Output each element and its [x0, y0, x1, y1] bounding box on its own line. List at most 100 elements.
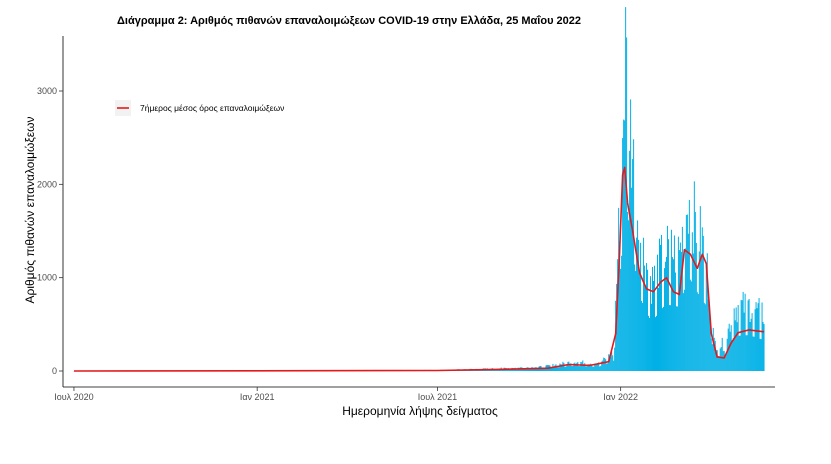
daily-bar [712, 327, 714, 371]
daily-bar [676, 306, 678, 371]
daily-bar [560, 364, 562, 371]
daily-bar [565, 366, 567, 371]
daily-bar [639, 269, 641, 371]
daily-bar [724, 354, 726, 371]
daily-bar [665, 256, 667, 371]
daily-bar [732, 338, 734, 371]
daily-bar [614, 347, 616, 371]
daily-bar [635, 270, 637, 371]
daily-bar [619, 241, 621, 371]
daily-bar [528, 368, 530, 371]
daily-bar [661, 308, 663, 371]
daily-bar [583, 364, 585, 371]
daily-bar [660, 234, 662, 371]
daily-bar [590, 363, 592, 371]
daily-bar [684, 248, 686, 371]
daily-bar [557, 367, 559, 371]
daily-bar [707, 299, 709, 371]
daily-bar [578, 366, 580, 371]
daily-bar [640, 242, 642, 371]
daily-bar [749, 321, 751, 371]
daily-bar [739, 335, 741, 371]
daily-bar [646, 263, 648, 371]
daily-bar [603, 357, 605, 371]
x-tick-label: Ιαν 2021 [240, 392, 275, 402]
daily-bar [693, 181, 695, 371]
daily-bar [715, 350, 717, 371]
daily-bar [708, 305, 710, 371]
daily-bar [543, 368, 545, 371]
daily-bar [752, 336, 754, 371]
chart-title: Διάγραμμα 2: Αριθμός πιθανών επαναλοιμώξ… [117, 15, 581, 27]
daily-bar [722, 351, 724, 371]
daily-bar [604, 358, 606, 371]
daily-bar [609, 355, 611, 371]
daily-bar [571, 366, 573, 371]
daily-bar [763, 324, 765, 371]
legend-label: 7ήμερος μέσος όρος επαναλοιμώξεων [140, 103, 284, 113]
daily-bar [656, 315, 657, 371]
daily-bar [509, 369, 511, 371]
daily-bar [757, 303, 759, 371]
daily-bar [748, 298, 750, 371]
daily-bar [709, 318, 711, 371]
daily-bar [555, 364, 557, 371]
daily-bar [653, 280, 655, 371]
daily-bar [672, 259, 674, 371]
daily-bar [634, 264, 636, 371]
daily-bar [670, 229, 672, 371]
daily-bar [586, 366, 588, 371]
daily-bar [587, 364, 589, 371]
daily-bar [746, 335, 748, 371]
daily-bar [594, 363, 596, 371]
daily-bar [729, 331, 731, 371]
daily-bar [612, 355, 614, 371]
daily-bar [559, 363, 561, 371]
x-tick-label: Ιαν 2022 [603, 392, 638, 402]
daily-bar [711, 344, 713, 371]
daily-bar [618, 207, 620, 371]
daily-bar [723, 351, 725, 371]
daily-bar [556, 365, 558, 371]
daily-bar [674, 272, 676, 371]
daily-bar [682, 293, 684, 371]
daily-bar [627, 212, 629, 371]
daily-bar [702, 235, 704, 371]
daily-bar [602, 360, 604, 371]
daily-bar [605, 359, 607, 371]
daily-bar [651, 303, 653, 371]
daily-bar [501, 369, 503, 371]
daily-bar [750, 318, 752, 371]
daily-bar [542, 367, 544, 371]
daily-bar [718, 356, 720, 371]
daily-bar [688, 199, 690, 371]
daily-bar [686, 214, 688, 371]
daily-bar [515, 369, 517, 371]
daily-bar [495, 369, 497, 371]
daily-bar [502, 369, 504, 371]
daily-bar [656, 254, 658, 371]
daily-bar [551, 367, 553, 371]
daily-bar [525, 368, 527, 371]
daily-bar [713, 337, 715, 371]
daily-bar [720, 347, 722, 371]
daily-bar [629, 150, 631, 371]
daily-bar [725, 352, 727, 371]
daily-bar [608, 354, 610, 371]
daily-bar [696, 292, 698, 371]
daily-bar [734, 320, 736, 371]
daily-bar [622, 138, 624, 371]
daily-bar [585, 366, 587, 371]
daily-bar [508, 369, 510, 371]
daily-bar [637, 220, 639, 371]
daily-bar [678, 250, 680, 371]
daily-bar [714, 341, 716, 371]
daily-bar [644, 265, 646, 371]
daily-bar [721, 337, 723, 371]
daily-bar [591, 364, 593, 371]
daily-bar [584, 363, 586, 371]
daily-bar [677, 236, 679, 371]
daily-bar [679, 242, 681, 371]
daily-bar [706, 253, 708, 371]
daily-bar [658, 238, 660, 371]
